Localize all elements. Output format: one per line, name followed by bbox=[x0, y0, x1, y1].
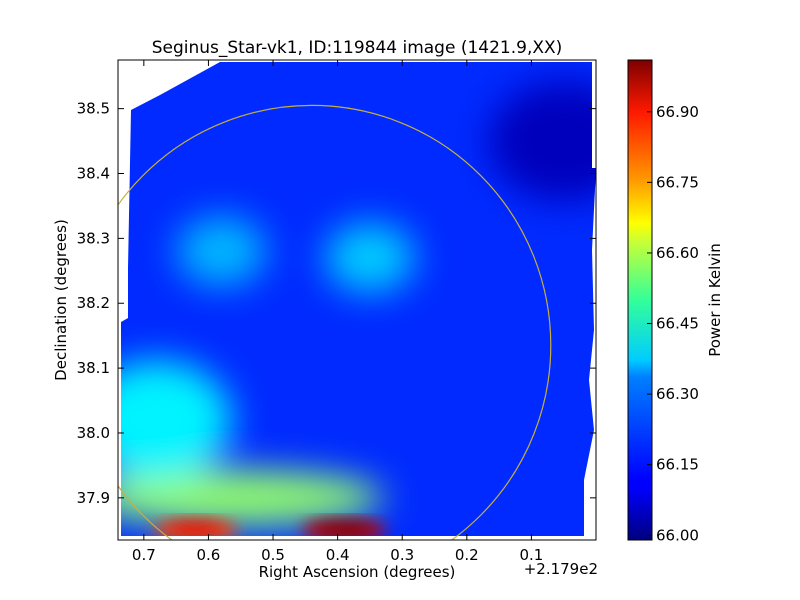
y-tick-label: 38.1 bbox=[77, 359, 110, 377]
y-tick-label: 37.9 bbox=[77, 489, 110, 507]
heatmap-feature bbox=[176, 216, 267, 287]
colorbar-tick-label: 66.30 bbox=[656, 385, 699, 403]
heatmap-features bbox=[121, 81, 596, 526]
colorbar-tick-label: 66.00 bbox=[656, 526, 699, 544]
y-tick-label: 38.4 bbox=[77, 165, 110, 183]
heatmap-hot-spots bbox=[153, 518, 387, 536]
y-axis: 37.9 38.0 38.1 38.2 38.3 38.4 38.5 bbox=[77, 100, 596, 507]
heatmap-feature-core bbox=[316, 521, 372, 536]
x-axis: 0.7 0.6 0.5 0.4 0.3 0.2 0.1 bbox=[132, 60, 543, 564]
x-tick-label: 0.1 bbox=[519, 546, 543, 564]
colorbar-tick-label: 66.75 bbox=[656, 173, 699, 191]
heatmap-feature-core bbox=[168, 521, 223, 536]
colorbar-axis: 66.00 66.15 66.30 66.45 66.60 66.75 66.90 bbox=[647, 103, 699, 544]
heatmap-feature bbox=[121, 360, 232, 480]
x-tick-label: 0.6 bbox=[197, 546, 221, 564]
chart-title: Seginus_Star-vk1, ID:119844 image (1421.… bbox=[152, 38, 563, 58]
y-tick-label: 38.0 bbox=[77, 424, 110, 442]
y-tick-label: 38.5 bbox=[77, 100, 110, 118]
x-offset-label: +2.179e2 bbox=[524, 560, 598, 578]
beam-circle bbox=[118, 104, 552, 540]
y-tick-label: 38.3 bbox=[77, 229, 110, 247]
heatmap-feature bbox=[121, 469, 385, 526]
x-tick-label: 0.7 bbox=[132, 546, 156, 564]
x-tick-label: 0.3 bbox=[390, 546, 414, 564]
heatmap-feature bbox=[488, 81, 596, 202]
heatmap bbox=[121, 62, 596, 536]
y-tick-label: 38.2 bbox=[77, 294, 110, 312]
x-axis-label: Right Ascension (degrees) bbox=[259, 563, 456, 581]
plot-frame bbox=[117, 59, 597, 541]
colorbar-tick-label: 66.45 bbox=[656, 315, 699, 333]
x-tick-label: 0.2 bbox=[455, 546, 479, 564]
colorbar-label: Power in Kelvin bbox=[706, 243, 724, 357]
colorbar-tick-label: 66.15 bbox=[656, 456, 699, 474]
colorbar-tick-label: 66.60 bbox=[656, 244, 699, 262]
y-axis-label: Declination (degrees) bbox=[52, 219, 70, 381]
colorbar-tick-label: 66.90 bbox=[656, 103, 699, 121]
x-tick-label: 0.4 bbox=[326, 546, 350, 564]
heatmap-feature bbox=[324, 222, 415, 293]
colorbar bbox=[627, 59, 653, 541]
x-tick-label: 0.5 bbox=[261, 546, 285, 564]
